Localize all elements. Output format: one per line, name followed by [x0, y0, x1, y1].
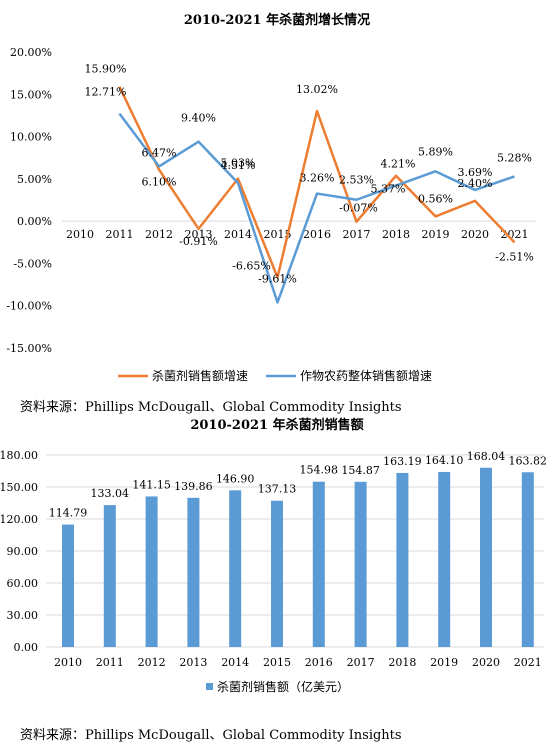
y-tick-label: 0.00 [14, 641, 39, 654]
data-label: 114.79 [49, 507, 88, 520]
x-tick-label: 2020 [472, 656, 500, 669]
data-label: 163.82 [509, 454, 548, 467]
x-tick-label: 2010 [54, 656, 82, 669]
data-label: 5.89% [418, 145, 453, 158]
source-note-bottom: 资料来源：Phillips McDougall、Global Commodity… [20, 728, 402, 743]
y-tick-label: 60.00 [7, 577, 39, 590]
y-tick-label: 10.00% [10, 131, 52, 144]
data-label: 5.37% [371, 183, 406, 196]
data-label: 6.47% [142, 146, 177, 159]
data-label: 0.56% [418, 192, 453, 205]
data-label: 146.90 [216, 472, 255, 485]
y-tick-label: 90.00 [7, 545, 39, 558]
data-label: -2.51% [495, 250, 534, 263]
y-tick-label: 5.00% [17, 173, 52, 186]
data-label: 3.26% [300, 172, 335, 185]
x-tick-label: 2018 [388, 656, 416, 669]
x-tick-label: 2016 [303, 228, 331, 241]
x-tick-label: 2010 [66, 228, 94, 241]
bar [145, 496, 158, 647]
data-label: -0.91% [179, 235, 218, 248]
x-tick-label: 2019 [422, 228, 450, 241]
x-tick-label: 2021 [501, 228, 529, 241]
y-tick-label: 30.00 [7, 609, 39, 622]
y-tick-label: -10.00% [6, 300, 52, 313]
x-tick-label: 2015 [264, 228, 292, 241]
data-label: 6.10% [142, 176, 177, 189]
legend-label: 作物农药整体销售额增速 [300, 368, 432, 383]
legend-swatch [206, 683, 213, 690]
series-line-2 [118, 112, 515, 304]
data-label: 154.98 [300, 464, 339, 477]
x-tick-label: 2015 [263, 656, 291, 669]
data-label: -9.61% [258, 272, 297, 285]
bar [229, 490, 242, 647]
x-tick-label: 2013 [185, 228, 213, 241]
y-tick-label: -5.00% [13, 257, 52, 270]
y-tick-label: -15.00% [6, 342, 52, 355]
bar [480, 467, 492, 647]
data-label: 163.19 [383, 455, 422, 468]
bar-chart-title: 2010-2021 年杀菌剂销售额 [190, 418, 364, 433]
data-label: 4.51% [221, 159, 256, 172]
bar [354, 481, 367, 647]
data-label: 154.87 [341, 464, 380, 477]
y-tick-label: 20.00% [10, 46, 52, 59]
data-label: 9.40% [181, 112, 216, 125]
data-label: -6.65% [232, 259, 271, 272]
bar [62, 524, 74, 647]
x-tick-label: 2020 [461, 228, 489, 241]
x-tick-label: 2017 [347, 656, 375, 669]
data-label: 2.53% [339, 174, 374, 187]
y-tick-label: 0.00% [17, 215, 52, 228]
bar [438, 471, 451, 647]
bar [187, 497, 200, 647]
y-tick-label: 15.00% [10, 88, 52, 101]
data-label: -0.07% [339, 202, 378, 215]
x-tick-label: 2017 [343, 228, 371, 241]
data-label: 4.21% [381, 158, 416, 171]
data-label: 141.15 [132, 478, 171, 491]
data-label: 3.69% [458, 166, 493, 179]
legend-label: 杀菌剂销售额增速 [152, 368, 248, 383]
y-tick-label: 180.00 [0, 449, 38, 462]
bar [521, 472, 534, 647]
bar [312, 481, 325, 647]
x-tick-label: 2012 [138, 656, 166, 669]
x-tick-label: 2018 [382, 228, 410, 241]
x-tick-label: 2021 [514, 656, 542, 669]
data-label: 12.71% [85, 86, 127, 99]
data-label: 15.90% [85, 63, 127, 76]
data-label: 133.04 [91, 487, 130, 500]
data-label: 5.28% [497, 151, 532, 164]
x-tick-label: 2013 [179, 656, 207, 669]
legend-label: 杀菌剂销售额（亿美元） [217, 679, 349, 694]
x-tick-label: 2011 [106, 228, 134, 241]
data-label: 164.10 [425, 454, 464, 467]
data-label: 5.03% [221, 157, 256, 170]
bar [103, 505, 116, 647]
x-tick-label: 2014 [221, 656, 249, 669]
x-tick-label: 2014 [224, 228, 252, 241]
data-label: 2.40% [458, 177, 493, 190]
y-tick-label: 120.00 [0, 513, 38, 526]
x-tick-label: 2019 [430, 656, 458, 669]
series-line-1 [118, 86, 516, 279]
bar [396, 472, 409, 647]
y-tick-label: 150.00 [0, 481, 38, 494]
line-chart: 20.00% 15.00% 10.00% 5.00% 0.00% -5.00% -10.00… [6, 46, 536, 383]
x-tick-label: 2012 [145, 228, 173, 241]
data-label: 168.04 [467, 450, 506, 463]
bar [271, 500, 283, 647]
data-label: 137.13 [258, 483, 297, 496]
data-label: 13.02% [296, 83, 338, 96]
x-tick-label: 2016 [305, 656, 333, 669]
source-note-top: 资料来源：Phillips McDougall、Global Commodity… [20, 400, 402, 415]
data-label: 139.86 [174, 480, 213, 493]
line-chart-title: 2010-2021 年杀菌剂增长情况 [183, 13, 371, 28]
x-tick-label: 2011 [96, 656, 124, 669]
